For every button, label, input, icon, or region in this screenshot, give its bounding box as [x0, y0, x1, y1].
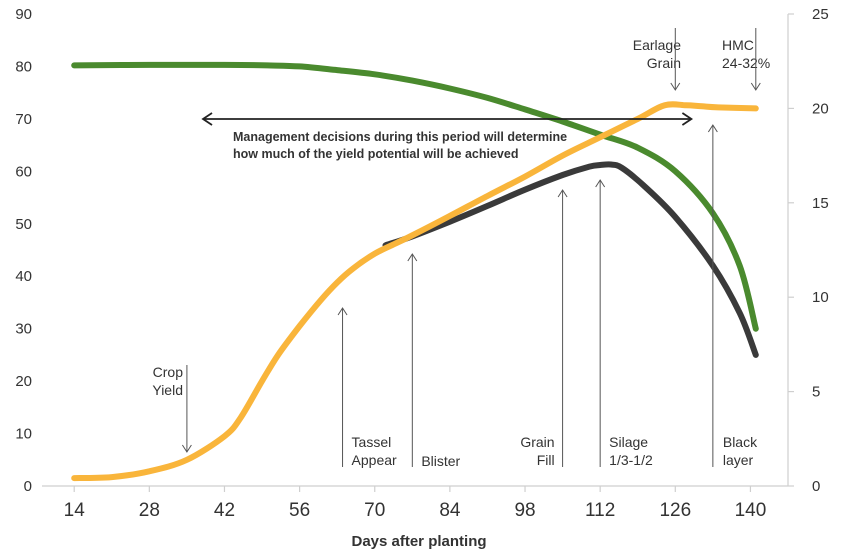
y-left-tick-label: 60	[15, 163, 32, 180]
management-arrow-head-right	[681, 112, 694, 126]
series-layer	[71, 61, 759, 482]
grain-fill-arrow-head	[557, 189, 568, 198]
blister-arrow-head	[407, 253, 418, 262]
y-right-tick-label: 0	[812, 478, 820, 495]
hmc-label: HMC	[722, 37, 754, 53]
tassel-label: Tassel	[352, 434, 392, 450]
hmc-label: 24-32%	[722, 55, 770, 71]
y-right-tick-label: 5	[812, 384, 820, 401]
crop-yield-label: Yield	[152, 382, 183, 398]
x-tick-label: 70	[364, 500, 385, 521]
x-tick-label: 56	[289, 500, 310, 521]
y-left-tick-label: 70	[15, 111, 32, 128]
black-layer-label: layer	[723, 452, 754, 468]
series-line-green	[71, 61, 759, 332]
management-arrow-head-left	[201, 112, 213, 126]
blister-label: Blister	[421, 453, 460, 469]
x-tick-label: 84	[439, 500, 461, 521]
tassel-label: Appear	[352, 452, 397, 468]
axes: 0 10 20 30 40 50 60 70 80 90 0 5 10 15 20 25 14 28 42 56 70 8…	[15, 6, 828, 521]
management-note: how much of the yield potential will be …	[233, 147, 518, 161]
series-line-yellow	[71, 101, 759, 482]
y-left-tick-label: 80	[15, 58, 32, 75]
black-layer-label: Black	[723, 434, 758, 450]
annotations: Crop Yield Tassel Appear Blister Grain Fill Sil…	[152, 28, 770, 469]
y-right-tick-label: 20	[812, 100, 829, 117]
crop-yield-arrow-head	[181, 444, 192, 453]
silage-label: 1/3-1/2	[609, 452, 653, 468]
silage-label: Silage	[609, 434, 648, 450]
x-tick-label: 140	[735, 500, 767, 521]
y-right-tick-label: 25	[812, 6, 829, 23]
management-note: Management decisions during this period …	[233, 130, 567, 144]
grain-fill-label: Fill	[537, 452, 555, 468]
black-layer-arrow-head	[707, 124, 718, 133]
y-right-tick-label: 15	[812, 195, 829, 212]
x-tick-label: 112	[585, 500, 615, 521]
earlage-label: Grain	[647, 55, 681, 71]
tassel-arrow-head	[337, 307, 348, 316]
x-tick-label: 98	[514, 500, 535, 521]
y-left-tick-label: 90	[15, 6, 32, 23]
x-tick-label: 28	[139, 500, 160, 521]
y-left-tick-label: 40	[15, 268, 32, 285]
silage-arrow-head	[595, 179, 606, 188]
earlage-label: Earlage	[633, 37, 681, 53]
x-tick-label: 126	[659, 500, 691, 521]
y-left-tick-label: 20	[15, 373, 32, 390]
y-left-tick-label: 10	[15, 426, 32, 443]
hmc-arrow-head	[750, 82, 761, 91]
x-axis-title: Days after planting	[351, 533, 486, 550]
y-left-tick-label: 0	[24, 478, 32, 495]
crop-yield-label: Crop	[153, 364, 184, 380]
grain-fill-label: Grain	[520, 434, 554, 450]
y-left-tick-label: 30	[15, 321, 32, 338]
earlage-arrow-head	[670, 82, 681, 91]
y-right-tick-label: 10	[812, 289, 829, 306]
x-tick-label: 14	[64, 500, 86, 521]
series-line-dark	[382, 161, 759, 358]
x-tick-label: 42	[214, 500, 235, 521]
y-left-tick-label: 50	[15, 216, 32, 233]
